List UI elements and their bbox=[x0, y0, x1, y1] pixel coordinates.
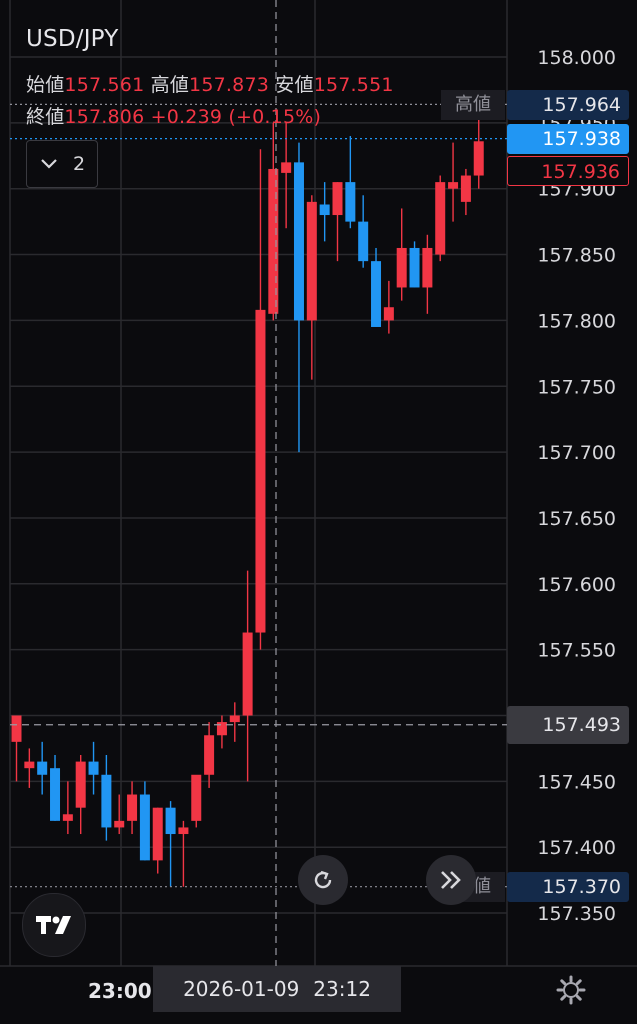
candle-body bbox=[165, 807, 176, 835]
candle-body bbox=[178, 827, 189, 835]
gear-icon[interactable] bbox=[556, 975, 586, 1005]
collapse-indicators-button[interactable]: 2 bbox=[26, 140, 98, 188]
close-label: 終値 bbox=[26, 106, 65, 128]
candle-body bbox=[88, 761, 99, 775]
candle-body bbox=[101, 774, 112, 828]
tradingview-logo[interactable] bbox=[22, 893, 86, 957]
high-price-box: 157.964 bbox=[507, 90, 629, 120]
candle-body bbox=[383, 307, 394, 321]
candle-body bbox=[460, 175, 471, 202]
candle-body bbox=[281, 162, 292, 173]
y-tick-label: 157.750 bbox=[537, 376, 616, 398]
candle-body bbox=[11, 715, 22, 742]
candle-body bbox=[358, 221, 369, 262]
ask-price-box: 157.936 bbox=[507, 156, 629, 186]
candle-body bbox=[409, 247, 420, 288]
candle-body bbox=[396, 247, 407, 288]
candle-body bbox=[24, 761, 35, 769]
open-value: 157.561 bbox=[64, 74, 145, 96]
candle-body bbox=[62, 814, 73, 821]
open-label: 始値 bbox=[26, 74, 65, 96]
candle-body bbox=[293, 162, 304, 321]
candle-body bbox=[216, 722, 227, 736]
candle-body bbox=[191, 774, 202, 821]
low-price-box: 157.370 bbox=[507, 872, 629, 902]
y-tick-label: 157.350 bbox=[537, 903, 616, 925]
candle-body bbox=[345, 182, 356, 222]
chevron-down-icon bbox=[41, 159, 57, 169]
candle-body bbox=[242, 632, 253, 716]
change-value: +0.239 (+0.15%) bbox=[150, 106, 322, 128]
candle-body bbox=[139, 794, 150, 861]
candle-body bbox=[448, 182, 459, 189]
candle-body bbox=[127, 794, 138, 821]
y-tick-label: 157.650 bbox=[537, 508, 616, 530]
candle-body bbox=[371, 261, 382, 327]
candle-body bbox=[255, 309, 266, 633]
high-tag: 高値 bbox=[441, 90, 505, 120]
low-value: 157.551 bbox=[313, 74, 394, 96]
y-tick-label: 157.400 bbox=[537, 837, 616, 859]
low-label: 安値 bbox=[275, 74, 314, 96]
crosshair-date: 2026-01-09 bbox=[183, 977, 300, 1001]
candle-body bbox=[114, 820, 125, 828]
candle-body bbox=[229, 715, 240, 723]
scroll-to-latest-icon bbox=[441, 871, 461, 889]
close-value: 157.806 bbox=[64, 106, 145, 128]
candle-body bbox=[75, 761, 86, 808]
symbol-title[interactable]: USD/JPY bbox=[26, 26, 119, 52]
candle-body bbox=[152, 807, 163, 861]
candle-body bbox=[204, 735, 215, 775]
candle-body bbox=[50, 768, 61, 821]
y-tick-label: 157.850 bbox=[537, 245, 616, 267]
candle-body bbox=[37, 761, 48, 775]
candle-body bbox=[268, 168, 279, 314]
tradingview-logo-icon bbox=[36, 916, 71, 934]
candle-body bbox=[422, 247, 433, 288]
refresh-icon bbox=[314, 870, 332, 889]
candle-body bbox=[306, 201, 317, 321]
y-tick-label: 157.700 bbox=[537, 442, 616, 464]
candle-body bbox=[435, 182, 446, 255]
crosshair-time: 23:12 bbox=[313, 977, 371, 1001]
high-value: 157.873 bbox=[189, 74, 270, 96]
indicator-count: 2 bbox=[72, 153, 86, 175]
candle-body bbox=[319, 204, 330, 216]
y-tick-label: 158.000 bbox=[537, 47, 616, 69]
high-label: 高値 bbox=[150, 74, 190, 96]
bid-price-box: 157.938 bbox=[507, 124, 629, 154]
reset-chart-button[interactable] bbox=[298, 855, 348, 905]
y-tick-label: 157.600 bbox=[537, 574, 616, 596]
scroll-to-latest-button[interactable] bbox=[426, 855, 476, 905]
y-tick-label: 157.550 bbox=[537, 640, 616, 662]
candle-body bbox=[473, 141, 484, 176]
crosshair-price-box: 157.493 bbox=[507, 706, 629, 744]
close-row: 終値157.806 +0.239 (+0.15%) bbox=[26, 102, 321, 129]
ohlc-row: 始値157.561 高値157.873 安値157.551 bbox=[26, 70, 394, 97]
y-tick-label: 157.450 bbox=[537, 771, 616, 793]
crosshair-time-box: 2026-01-09 23:12 bbox=[153, 966, 401, 1012]
y-tick-label: 157.800 bbox=[537, 310, 616, 332]
time-tick-label: 23:00 bbox=[88, 979, 152, 1003]
candle-body bbox=[332, 182, 343, 216]
